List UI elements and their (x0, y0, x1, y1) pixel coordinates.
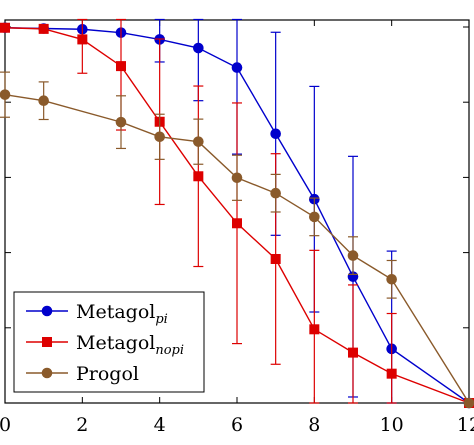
x-tick-label: 2 (76, 414, 88, 436)
data-point (309, 211, 320, 223)
data-point (38, 95, 49, 106)
data-point (231, 62, 243, 73)
plot-area (0, 18, 474, 409)
data-point (348, 347, 358, 358)
x-tick-label: 4 (154, 414, 166, 436)
data-point (347, 250, 359, 261)
x-tick-label: 0 (0, 414, 11, 436)
series-line (4, 27, 470, 404)
data-point (0, 89, 11, 100)
legend-marker (41, 305, 53, 317)
data-point (386, 273, 397, 285)
legend: Metagolpi Metagolnopi Progol (13, 291, 205, 393)
data-point (193, 171, 204, 182)
x-tick-label: 12 (457, 414, 474, 436)
data-point (270, 253, 281, 264)
x-tick-label: 8 (308, 414, 320, 436)
data-point (309, 324, 320, 335)
legend-entry-label: Metagolpi (76, 301, 168, 327)
data-point (77, 34, 88, 45)
data-point (386, 368, 397, 379)
legend-entry-label: Metagolnopi (76, 332, 184, 358)
data-point (232, 218, 242, 229)
data-point (0, 22, 10, 33)
legend-marker (42, 337, 52, 347)
x-tick-label: 10 (380, 414, 404, 436)
series-line (4, 27, 470, 404)
series-2 (0, 18, 474, 408)
data-point (38, 23, 49, 34)
data-point (193, 42, 204, 54)
legend-entry-label: Progol (76, 363, 139, 385)
data-point (115, 116, 127, 128)
data-point (463, 397, 474, 409)
data-point (270, 187, 281, 199)
data-point (154, 131, 165, 143)
x-axis-tick-labels: 0 2 4 6 8 10 12 (0, 414, 474, 436)
data-point (193, 136, 204, 147)
x-tick-label: 6 (231, 414, 243, 436)
series-3 (0, 71, 474, 409)
data-point (270, 128, 281, 140)
data-point (231, 172, 243, 184)
legend-marker (41, 367, 53, 379)
data-point (116, 61, 126, 72)
